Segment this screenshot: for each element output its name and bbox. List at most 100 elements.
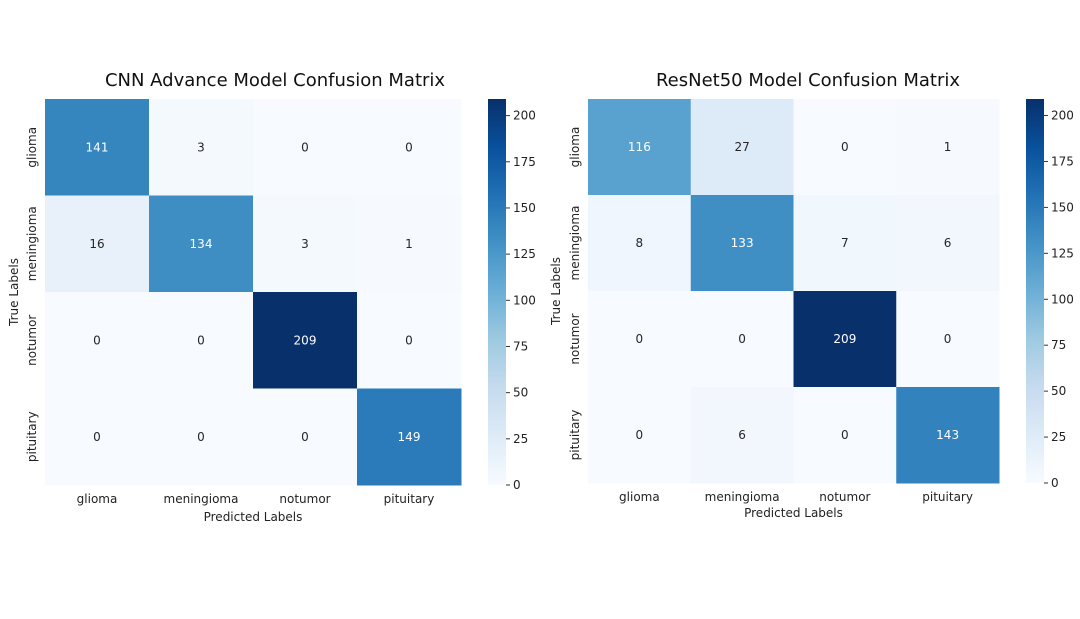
cell-value-label: 6	[738, 428, 746, 442]
heatmap-cell	[253, 388, 358, 486]
cell-value-label: 143	[936, 428, 959, 442]
colorbar-tick-label: 125	[513, 247, 536, 261]
cell-value-label: 1	[944, 140, 952, 154]
y-tick-label: notumor	[25, 315, 39, 366]
heatmap-cell	[793, 387, 897, 484]
cell-value-label: 0	[738, 332, 746, 346]
y-tick-label: notumor	[568, 313, 582, 364]
cell-value-label: 0	[93, 430, 101, 444]
colorbar-tick-label: 75	[1051, 338, 1066, 352]
cell-value-label: 0	[636, 332, 644, 346]
colorbar-tick-label: 150	[513, 201, 536, 215]
cell-value-label: 0	[841, 140, 849, 154]
cell-value-label: 0	[405, 140, 413, 154]
y-axis-label: True Labels	[549, 257, 563, 326]
cell-value-label: 141	[86, 140, 109, 154]
y-tick-label: pituitary	[25, 411, 39, 462]
cell-value-label: 0	[301, 140, 309, 154]
heatmap-cell	[588, 195, 692, 292]
heatmap-cell	[149, 195, 254, 293]
x-axis-label: Predicted Labels	[204, 510, 303, 524]
heatmap-cell	[588, 291, 692, 388]
heatmap-cell	[253, 99, 358, 196]
chart-title-cnn: CNN Advance Model Confusion Matrix	[104, 70, 446, 91]
cell-value-label: 209	[294, 333, 317, 347]
heatmap-cell	[690, 99, 794, 196]
colorbar-tick-label: 0	[1051, 476, 1059, 490]
cell-value-label: 0	[405, 333, 413, 347]
colorbar-tick-label: 200	[1051, 109, 1074, 123]
cell-value-label: 116	[628, 140, 651, 154]
heatmap-cell	[357, 388, 462, 486]
x-tick-label: pituitary	[384, 492, 435, 506]
cell-value-label: 6	[944, 236, 952, 250]
colorbar	[488, 99, 506, 485]
cell-value-label: 0	[636, 428, 644, 442]
y-tick-label: pituitary	[568, 410, 582, 461]
heatmap-cell	[253, 195, 358, 293]
colorbar-tick-label: 25	[1051, 430, 1066, 444]
cell-value-label: 134	[190, 237, 213, 251]
cell-value-label: 209	[833, 332, 856, 346]
y-tick-label: glioma	[568, 127, 582, 168]
colorbar	[1026, 99, 1044, 483]
heatmap-cell	[690, 291, 794, 388]
cell-value-label: 149	[398, 430, 421, 444]
cell-value-label: 0	[301, 430, 309, 444]
heatmap-1: 116 27 0 1 8 133 7 6 0 0 209 0 0 6 0 143 glioma meningiom…	[549, 99, 1074, 520]
cell-value-label: 0	[93, 333, 101, 347]
x-tick-label: glioma	[619, 490, 660, 504]
y-tick-label: glioma	[25, 127, 39, 168]
heatmap-cell	[896, 195, 1000, 292]
cell-value-label: 7	[841, 236, 849, 250]
heatmap-cell	[793, 291, 897, 388]
heatmap-cell	[45, 292, 150, 389]
colorbar-tick-label: 200	[513, 109, 536, 123]
x-tick-label: glioma	[77, 492, 118, 506]
cell-value-label: 27	[734, 140, 749, 154]
heatmap-cell	[690, 195, 794, 292]
colorbar-tick-label: 25	[513, 432, 528, 446]
y-axis-label: True Labels	[7, 258, 21, 327]
heatmap-cell	[357, 292, 462, 389]
heatmap-cell	[896, 99, 1000, 196]
colorbar-tick-label: 0	[513, 478, 521, 492]
heatmap-cell	[149, 388, 254, 486]
cell-value-label: 0	[841, 428, 849, 442]
cell-value-label: 133	[731, 236, 754, 250]
colorbar-tick-label: 50	[1051, 384, 1066, 398]
cell-value-label: 1	[405, 237, 413, 251]
cell-value-label: 3	[197, 140, 205, 154]
heatmap-cell	[793, 99, 897, 196]
x-tick-label: notumor	[819, 490, 870, 504]
x-tick-label: pituitary	[922, 490, 973, 504]
cell-value-label: 8	[636, 236, 644, 250]
heatmap-cell	[149, 99, 254, 196]
colorbar-tick-label: 175	[513, 155, 536, 169]
colorbar-tick-label: 100	[513, 293, 536, 307]
heatmap-cell	[690, 387, 794, 484]
heatmap-cell	[149, 292, 254, 389]
heatmap-cell	[45, 195, 150, 293]
heatmap-cell	[588, 387, 692, 484]
heatmap-cell	[253, 292, 358, 389]
cell-value-label: 0	[197, 430, 205, 444]
cell-value-label: 3	[301, 237, 309, 251]
heatmap-cell	[588, 99, 692, 196]
heatmap-cell	[45, 388, 150, 486]
colorbar-tick-label: 75	[513, 339, 528, 353]
heatmap-cell	[896, 387, 1000, 484]
cell-value-label: 0	[197, 333, 205, 347]
x-tick-label: meningioma	[705, 490, 780, 504]
heatmap-cell	[793, 195, 897, 292]
chart-title-resnet50: ResNet50 Model Confusion Matrix	[655, 70, 961, 91]
heatmap-cell	[357, 195, 462, 293]
heatmap-cell	[45, 99, 150, 196]
x-tick-label: notumor	[279, 492, 330, 506]
colorbar-tick-label: 100	[1051, 292, 1074, 306]
cell-value-label: 16	[89, 237, 104, 251]
cell-value-label: 0	[944, 332, 952, 346]
y-tick-label: meningioma	[25, 206, 39, 281]
